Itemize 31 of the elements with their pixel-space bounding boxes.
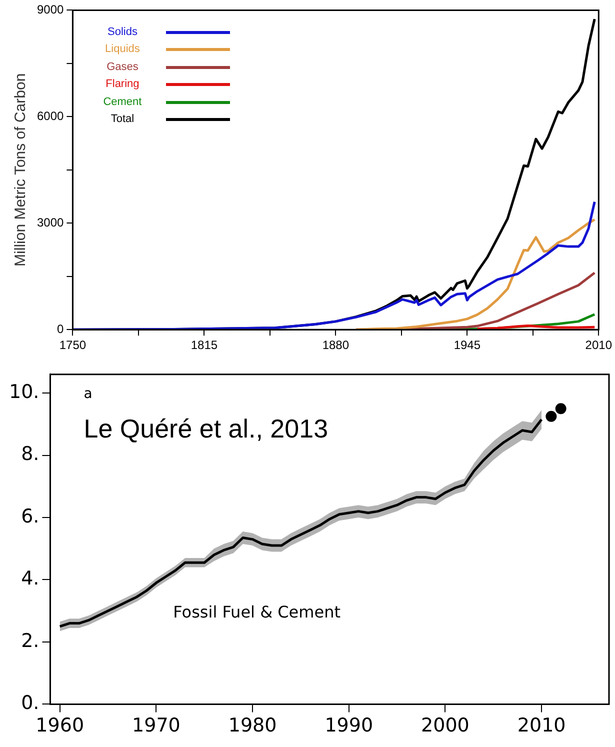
x-tick-label: 2010 bbox=[585, 338, 612, 352]
text: Solids bbox=[106, 24, 138, 40]
y-tick-label: 2. bbox=[21, 630, 40, 652]
y-tick-label: 9000 bbox=[36, 2, 64, 17]
text: Gases bbox=[106, 60, 140, 75]
x-tick-label: 1990 bbox=[324, 714, 374, 737]
x-tick-label: 2010 bbox=[517, 714, 566, 737]
text: Cement bbox=[102, 94, 143, 110]
y-tick-label: 0 bbox=[57, 322, 64, 336]
x-tick-label: 1970 bbox=[132, 714, 180, 737]
annotation: a bbox=[84, 386, 92, 402]
x-tick-label: 1750 bbox=[59, 338, 86, 352]
y-tick-label: 3000 bbox=[36, 215, 64, 230]
text: Total bbox=[110, 112, 136, 128]
text: Liquids bbox=[104, 42, 141, 58]
y-tick-label: 4. bbox=[21, 568, 40, 590]
text: Flaring bbox=[104, 77, 140, 92]
y-tick-label: 6. bbox=[21, 505, 40, 528]
y-tick-label: 8. bbox=[21, 443, 40, 466]
y-tick-label: 10. bbox=[9, 381, 40, 404]
y-axis-title: Million Metric Tons of Carbon bbox=[12, 73, 30, 266]
x-tick-label: 1980 bbox=[228, 714, 277, 737]
annotation: Le Quéré et al., 2013 bbox=[84, 413, 328, 444]
y-tick-label: 0. bbox=[21, 692, 40, 714]
x-tick-label: 1880 bbox=[322, 338, 350, 352]
x-tick-label: 2000 bbox=[421, 714, 470, 737]
x-tick-label: 1945 bbox=[454, 338, 481, 352]
x-tick-label: 1815 bbox=[190, 338, 218, 352]
x-tick-label: 1960 bbox=[36, 714, 84, 737]
annotation: Fossil Fuel & Cement bbox=[173, 602, 340, 622]
y-tick-label: 6000 bbox=[36, 108, 64, 123]
